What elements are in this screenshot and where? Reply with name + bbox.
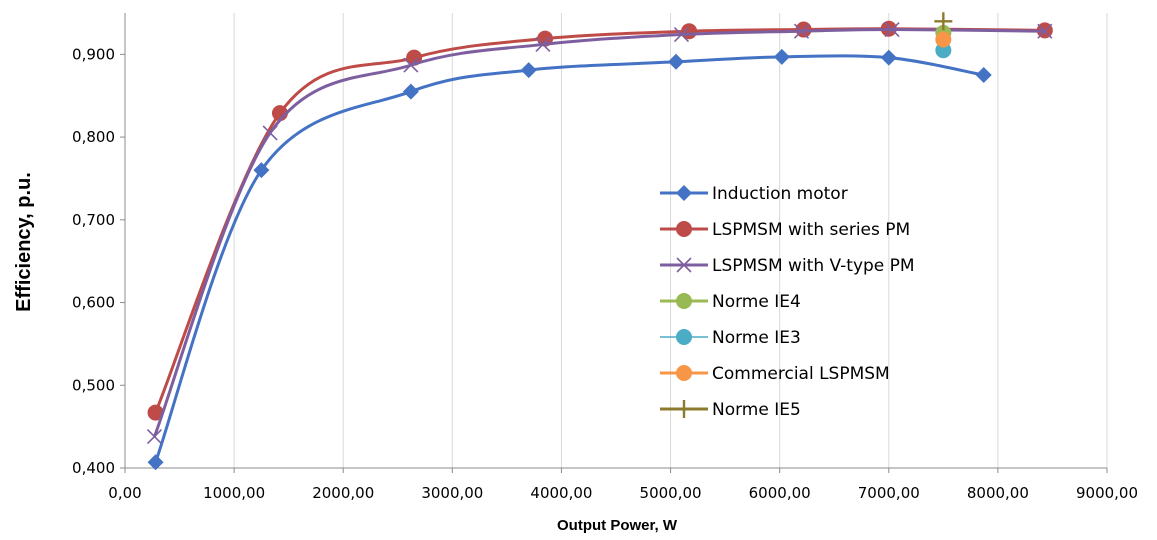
legend-label: LSPMSM with series PM [712, 220, 910, 240]
marker-stroke [1037, 23, 1053, 39]
x-tick-label: 7000,00 [858, 484, 920, 502]
data-point [673, 26, 690, 43]
data-point [880, 49, 897, 66]
series-layer [146, 12, 1053, 471]
marker-stroke [403, 57, 419, 73]
data-point [1037, 23, 1053, 39]
legend-label: Norme IE3 [712, 328, 801, 348]
y-tick-label: 0,700 [72, 211, 115, 229]
data-point [975, 67, 992, 84]
x-tick-label: 3000,00 [421, 484, 483, 502]
legend-marker [676, 185, 692, 201]
legend: Induction motor LSPMSM with series PM LSPM… [660, 184, 915, 420]
series-2 [146, 21, 1053, 445]
legend-label: LSPMSM with V-type PM [712, 256, 915, 276]
marker-stroke [673, 26, 690, 43]
marker-stroke [884, 21, 900, 38]
data-point [668, 53, 685, 70]
tick-labels: 0,00 1000,00 2000,00 3000,00 4000,00 5000,00 6… [72, 45, 1138, 502]
data-point [147, 454, 164, 471]
legend-item: Norme IE5 [660, 400, 801, 420]
data-point [884, 21, 900, 38]
data-point [773, 48, 790, 65]
data-point [520, 62, 537, 79]
x-tick-label: 6000,00 [749, 484, 811, 502]
y-tick-label: 0,900 [72, 45, 115, 63]
marker-stroke [146, 428, 163, 445]
series-line [153, 28, 1045, 438]
legend-marker [676, 365, 692, 381]
y-tick-label: 0,800 [72, 128, 115, 146]
x-tick-label: 9000,00 [1076, 484, 1138, 502]
gridlines [233, 13, 1108, 468]
x-tick-label: 5000,00 [640, 484, 702, 502]
data-point [403, 57, 419, 73]
x-tick-label: 4000,00 [530, 484, 592, 502]
legend-marker [675, 400, 693, 418]
data-point [262, 125, 278, 141]
legend-label: Commercial LSPMSM [712, 364, 890, 384]
data-point [535, 36, 551, 53]
legend-item: Commercial LSPMSM [660, 364, 890, 384]
legend-marker [676, 293, 692, 309]
data-point [146, 428, 163, 445]
data-point [793, 23, 810, 39]
y-tick-label: 0,500 [72, 376, 115, 394]
data-point [934, 12, 953, 31]
legend-label: Norme IE5 [712, 400, 801, 420]
legend-marker [676, 221, 692, 237]
legend-item: Norme IE4 [660, 292, 801, 312]
legend-marker [676, 329, 692, 345]
legend-item: Norme IE3 [660, 328, 801, 348]
legend-item: Induction motor [660, 184, 848, 204]
y-tick-label: 0,600 [72, 294, 115, 312]
series-1 [147, 20, 1053, 421]
legend-item: LSPMSM with V-type PM [660, 256, 915, 276]
y-tick-label: 0,400 [72, 459, 115, 477]
x-tick-label: 2000,00 [312, 484, 374, 502]
y-axis-title: Efficiency, p.u. [13, 172, 35, 312]
series-5 [935, 31, 952, 48]
series-0 [147, 48, 992, 471]
marker-stroke [676, 257, 692, 273]
x-tick-label: 8000,00 [967, 484, 1029, 502]
axes [120, 13, 1108, 473]
legend-label: Induction motor [712, 184, 848, 204]
x-axis-title: Output Power, W [557, 517, 678, 534]
legend-marker [676, 257, 692, 273]
series-line [154, 27, 1045, 414]
marker-stroke [262, 125, 278, 141]
legend-item: LSPMSM with series PM [660, 220, 910, 240]
data-point [402, 83, 419, 100]
legend-label: Norme IE4 [712, 292, 801, 312]
series-6 [934, 12, 953, 31]
x-tick-label: 1000,00 [203, 484, 265, 502]
x-tick-label: 0,00 [108, 484, 141, 502]
marker-stroke [793, 23, 810, 39]
data-point [253, 162, 270, 179]
data-point [935, 31, 952, 48]
marker-stroke [535, 36, 551, 53]
